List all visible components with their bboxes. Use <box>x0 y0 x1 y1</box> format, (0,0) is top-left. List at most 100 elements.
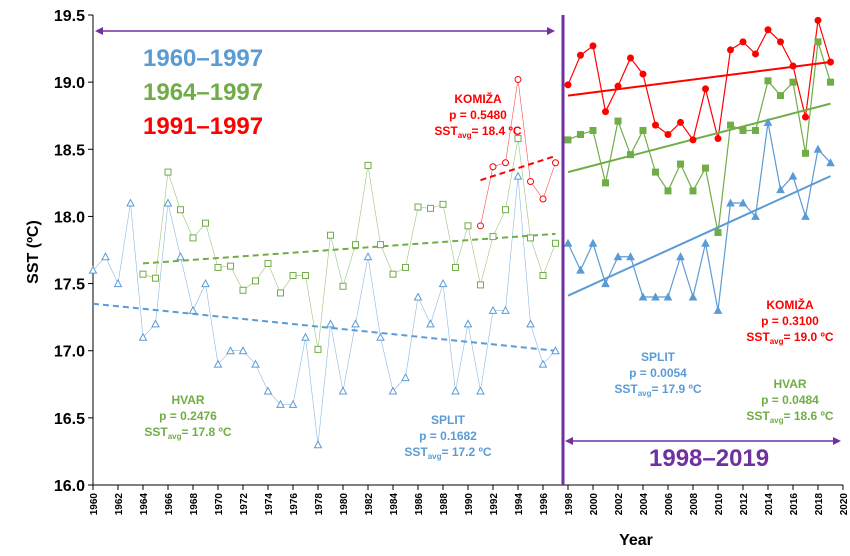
x-tick-label: 1972 <box>239 493 250 516</box>
x-tick-label: 2010 <box>714 493 725 516</box>
hvar-point <box>752 126 759 134</box>
hvar-point <box>677 160 684 168</box>
split-point <box>626 252 635 261</box>
komi-a-trend-period-1 <box>480 155 556 182</box>
komi-a-point <box>714 135 722 143</box>
hvar-point <box>277 289 284 297</box>
sst-eq: = <box>472 124 482 138</box>
komi-a-point <box>777 38 784 46</box>
hvar-point <box>827 78 834 86</box>
sst-eq: = <box>784 409 794 423</box>
split-point <box>163 198 173 207</box>
sst-value: 17.9 ºC <box>662 382 702 396</box>
komi-a-point <box>702 85 709 93</box>
x-tick-label: 2008 <box>689 493 700 516</box>
split-point <box>176 252 185 261</box>
sst-eq: = <box>182 425 192 439</box>
split-point <box>376 332 385 341</box>
split-trend-period-1 <box>92 302 556 352</box>
komi-a-point <box>652 121 659 129</box>
annotation-split: SPLIT p = 0.0054 SSTavg= 17.9 ºC <box>614 350 702 398</box>
x-axis-label: Year <box>619 532 653 549</box>
split-point <box>113 279 123 288</box>
x-tick-label: 2006 <box>664 493 675 516</box>
annotation-komi-a: KOMIŽA p = 0.3100 SSTavg= 19.0 ºC <box>746 297 834 346</box>
x-tick-label: 2004 <box>639 493 650 516</box>
trend-lines <box>92 61 831 352</box>
split-point <box>426 319 435 328</box>
komi-a-point <box>677 118 684 126</box>
split-point <box>826 158 835 167</box>
hvar-point <box>402 263 409 271</box>
period-label-1998-2019: 1998–2019 <box>649 445 769 472</box>
hvar-point <box>714 229 722 237</box>
annotation-p-value: p = 0.5480 <box>449 108 507 122</box>
hvar-point <box>577 131 584 139</box>
split-point <box>676 252 685 261</box>
komi-a-point <box>552 159 559 167</box>
split-point <box>751 211 760 220</box>
hvar-point <box>627 151 634 159</box>
x-tick-label: 1974 <box>264 493 275 516</box>
split-point <box>563 238 573 247</box>
annotation-sst-avg: SSTavg= 19.0 ºC <box>746 330 834 346</box>
hvar-point <box>439 200 447 208</box>
komi-a-point <box>739 38 747 46</box>
split-line-period-2 <box>567 122 831 311</box>
x-tick-label: 1966 <box>164 493 175 516</box>
hvar-point <box>202 219 209 227</box>
hvar-point <box>177 206 184 214</box>
komi-a-point <box>477 222 484 230</box>
annotation-p-value: p = 0.1682 <box>419 429 477 443</box>
hvar-point <box>477 281 484 289</box>
split-point <box>801 211 810 220</box>
hvar-point <box>252 277 259 285</box>
komi-a-line-period-2 <box>567 20 832 142</box>
sst-value: 18.4 ºC <box>482 124 522 138</box>
sst-eq: = <box>652 382 662 396</box>
hvar-point <box>702 164 709 172</box>
hvar-point <box>139 270 147 278</box>
split-point <box>451 386 460 395</box>
sst-prefix: SST <box>434 124 458 138</box>
split-point <box>401 373 410 382</box>
hvar-point <box>527 234 534 242</box>
sst-value: 18.6 ºC <box>794 409 834 423</box>
y-tick-label: 16.5 <box>54 411 85 428</box>
y-tick-label: 16.0 <box>54 478 85 495</box>
sst-subscript: avg <box>770 337 784 346</box>
split-point <box>588 238 598 247</box>
split-point <box>576 265 585 274</box>
sst-value: 17.8 ºC <box>192 425 232 439</box>
split-point <box>413 292 423 301</box>
split-point <box>151 319 160 328</box>
komi-a-point <box>639 70 647 78</box>
hvar-trend-period-1 <box>142 232 556 265</box>
split-point <box>313 440 323 449</box>
y-tick-label: 17.0 <box>54 344 85 361</box>
x-tick-label: 1960 <box>89 493 100 516</box>
hvar-point <box>152 274 159 282</box>
split-point <box>726 198 735 207</box>
split-point <box>301 332 310 341</box>
hvar-point <box>727 121 734 129</box>
y-tick-label: 18.0 <box>54 209 85 226</box>
x-tick-label: 1998 <box>564 493 575 516</box>
y-axis-label: SST (ºC) <box>25 220 42 284</box>
split-point <box>438 279 448 288</box>
komi-a-point <box>727 46 734 54</box>
hvar-point <box>614 117 622 125</box>
komi-a-point <box>689 136 697 144</box>
hvar-point <box>302 272 309 280</box>
split-point <box>363 252 373 261</box>
annotation-komi-a: KOMIŽA p = 0.5480 SSTavg= 18.4 ºC <box>434 91 522 140</box>
sst-value: 17.2 ºC <box>452 445 492 459</box>
split-point <box>213 359 223 368</box>
sst-prefix: SST <box>746 330 770 344</box>
x-tick-label: 1968 <box>189 493 200 516</box>
hvar-point <box>189 234 197 242</box>
period-1-arrow-head-right <box>547 27 555 35</box>
hvar-point <box>489 233 497 241</box>
